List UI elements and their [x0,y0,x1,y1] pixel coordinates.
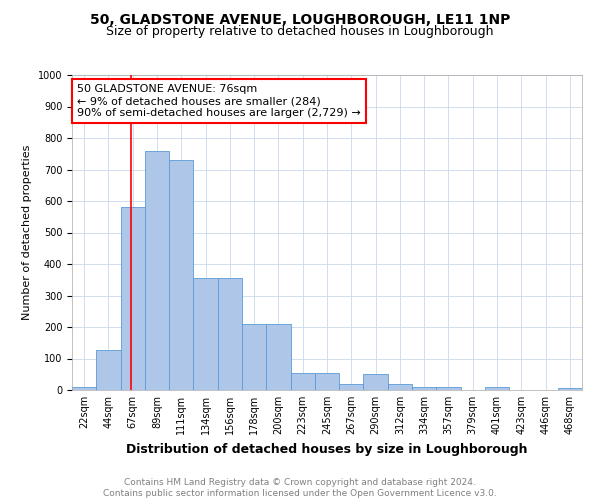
Bar [242,324,266,390]
Bar [412,387,436,390]
Bar [218,278,242,390]
Bar [485,388,509,390]
Bar [290,372,315,390]
Text: Contains HM Land Registry data © Crown copyright and database right 2024.
Contai: Contains HM Land Registry data © Crown c… [103,478,497,498]
Bar [339,384,364,390]
Bar [169,160,193,390]
Bar [266,324,290,390]
Text: 50, GLADSTONE AVENUE, LOUGHBOROUGH, LE11 1NP: 50, GLADSTONE AVENUE, LOUGHBOROUGH, LE11… [90,12,510,26]
Bar [315,372,339,390]
X-axis label: Distribution of detached houses by size in Loughborough: Distribution of detached houses by size … [126,442,528,456]
Bar [558,388,582,390]
Y-axis label: Number of detached properties: Number of detached properties [22,145,32,320]
Bar [436,387,461,390]
Bar [96,350,121,390]
Bar [72,387,96,390]
Text: Size of property relative to detached houses in Loughborough: Size of property relative to detached ho… [106,25,494,38]
Bar [121,208,145,390]
Bar [388,384,412,390]
Bar [193,278,218,390]
Bar [145,150,169,390]
Bar [364,374,388,390]
Text: 50 GLADSTONE AVENUE: 76sqm
← 9% of detached houses are smaller (284)
90% of semi: 50 GLADSTONE AVENUE: 76sqm ← 9% of detac… [77,84,361,117]
